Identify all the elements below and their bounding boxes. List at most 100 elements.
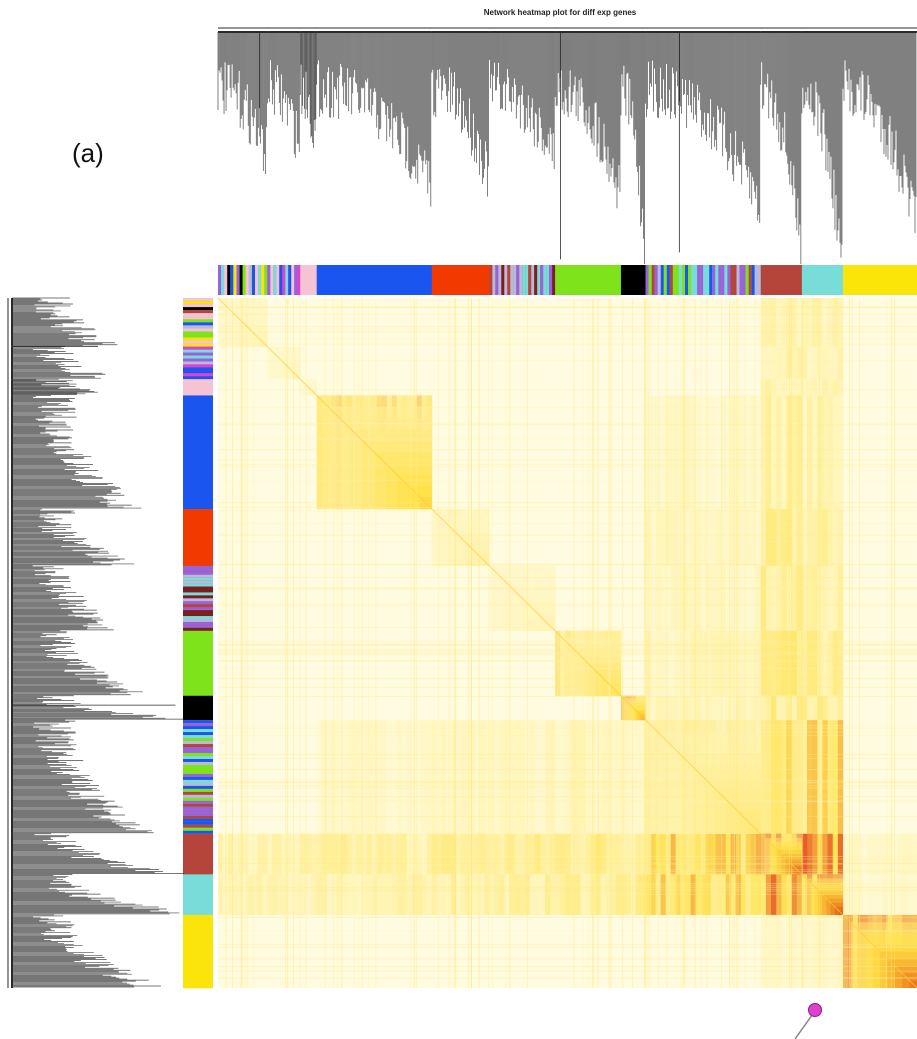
heatmap-cell [402,874,407,915]
heatmap-cell [817,566,822,631]
heatmap-cell [833,696,838,720]
module-stripe [233,265,236,295]
heatmap-cell [817,395,822,509]
module-stripe [743,265,746,295]
module-stripe [183,592,213,595]
module-stripe [498,265,501,295]
heatmap-cell [716,395,721,509]
heatmap-cell [465,834,470,875]
heatmap-cell [651,834,656,875]
heatmap-cell [565,834,570,875]
heatmap-cell [781,566,786,631]
heatmap-cell [535,834,540,875]
heatmap-cell [817,696,822,720]
module-stripe [715,265,718,295]
heatmap-cell [626,834,631,875]
module-stripe [255,265,258,295]
heatmap-cell [461,834,466,875]
heatmap-cell [812,696,817,720]
heatmap-cell [451,874,456,915]
heatmap-cell [887,874,892,915]
module-stripe [697,265,700,295]
module-stripe [221,265,224,295]
heatmap-cell [432,874,437,915]
module-stripe [183,768,213,771]
heatmap-cell [781,395,786,509]
module-stripe [183,595,213,598]
heatmap-cell [311,834,317,875]
heatmap-cell [716,696,721,720]
heatmap-cell [342,874,347,915]
heatmap-cell [311,874,317,915]
module-stripe [218,265,221,295]
module-color-brown [761,265,802,295]
heatmap-cell [480,874,485,915]
heatmap-cell [661,631,666,696]
heatmap-cell [797,298,802,347]
module-stripe [183,578,213,581]
module-stripe [183,589,213,592]
heatmap-cell [761,874,766,915]
heatmap-cell [761,915,766,988]
heatmap-cell [441,834,446,875]
heatmap-cell [696,509,701,566]
heatmap-cell [833,566,838,631]
module-color-brown [183,834,213,875]
heatmap-cell [833,379,838,395]
module-stripe [183,338,213,341]
module-stripe [273,265,276,295]
marker-dot [809,1004,822,1017]
heatmap-cell [218,874,223,915]
heatmap-cell [499,834,504,875]
heatmap-cell [756,834,761,875]
heatmap-cell [267,874,272,915]
heatmap-cell [489,834,494,875]
heatmap-cell [817,379,822,395]
heatmap-cell [322,834,327,875]
heatmap-cell [515,834,520,875]
heatmap-cell [731,696,736,720]
heatmap-cell [611,874,616,915]
heatmap-cell [853,834,858,875]
heatmap-cell [382,874,387,915]
module-stripe [183,825,213,828]
module-stripe [183,831,213,834]
heatmap-cell [828,298,833,347]
heatmap-cell [367,874,372,915]
module-stripe [528,265,531,295]
heatmap-cell [766,379,771,395]
heatmap-cell [766,347,771,379]
heatmap-cell [272,834,277,875]
heatmap-cell [711,834,716,875]
heatmap-cell [812,509,817,566]
heatmap-cell [470,874,475,915]
heatmap-cell [771,347,776,379]
heatmap-cell [575,834,580,875]
heatmap-cell [817,834,822,875]
heatmap-cell [300,874,306,915]
module-stripe [183,822,213,825]
module-stripe [655,265,658,295]
module-stripe [183,616,213,619]
heatmap-cell [666,834,671,875]
module-stripe [724,265,727,295]
module-stripe [183,723,213,726]
heatmap-cell [817,298,822,347]
module-stripe [183,759,213,762]
heatmap-cell [771,631,776,696]
module-stripe [183,569,213,572]
heatmap-cell [807,915,812,988]
heatmap-cell [766,298,771,347]
heatmap-cell [807,696,812,720]
module-color-blue [317,265,432,295]
heatmap-cell [781,509,786,566]
module-stripe [737,265,740,295]
heatmap-cell [706,395,711,509]
module-stripe [288,265,291,295]
heatmap-cell [417,874,422,915]
module-stripe [246,265,249,295]
heatmap-cell [838,834,843,875]
heatmap-cell [746,696,751,720]
heatmap-cell [817,631,822,696]
